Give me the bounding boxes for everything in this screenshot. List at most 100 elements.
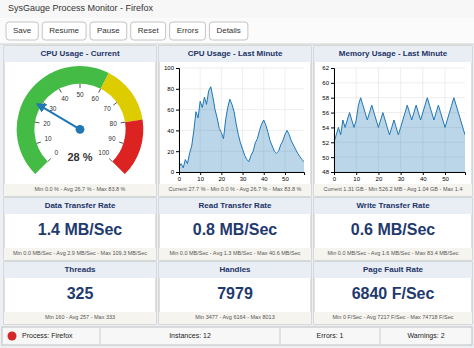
panel-stat-bar: [4, 312, 156, 324]
gauge-body: 010203040506070809010028 %: [17, 66, 144, 174]
grid-line: [334, 97, 465, 98]
panel-stat-bar: [4, 248, 156, 260]
toolbar-button-box[interactable]: [90, 22, 127, 40]
panel-title: Data Transfer Rate: [45, 201, 116, 210]
toolbar-button-label[interactable]: Details: [216, 26, 240, 35]
gauge-tick: [113, 103, 117, 106]
panel-stat-bar: [4, 184, 156, 196]
panel-background: [4, 198, 156, 260]
toolbar-button-box[interactable]: [209, 22, 247, 40]
grid-line: [179, 68, 304, 69]
gauge-band: [17, 66, 109, 174]
gauge-tick-label: 90: [108, 135, 116, 142]
y-tick-label: 48: [322, 169, 329, 175]
gauge-tick-label: 80: [110, 120, 118, 127]
gauge-tick: [121, 122, 125, 124]
y-tick: 40: [167, 128, 179, 134]
toolbar-button[interactable]: Save: [6, 22, 38, 40]
y-tick: 54: [322, 125, 334, 131]
panel: Memory Usage - Last MinuteCurrent 1.31 G…: [314, 46, 472, 348]
y-tick-label: 60: [322, 80, 329, 86]
toolbar-button-label[interactable]: Resume: [49, 26, 79, 35]
plot-area: [179, 87, 304, 172]
panel: Page Fault RateMin 0 F/Sec - Avg 7217 F/…: [314, 262, 472, 324]
x-tick-mark: [423, 172, 424, 175]
x-tick-label: 40: [420, 176, 427, 182]
toolbar-button-box[interactable]: [170, 22, 206, 40]
x-tick: 40: [420, 172, 427, 182]
gauge-needle: [37, 104, 80, 129]
panel-stat-bar: [159, 184, 311, 196]
toolbar-button[interactable]: Reset: [131, 22, 166, 40]
toolbar-button-label[interactable]: Errors: [177, 26, 199, 35]
panel: Write Transfer Rate Min 0.0 MB/Sec - Avg …: [314, 198, 472, 260]
y-tick: 52: [322, 140, 334, 146]
panel-title: Read Transfer Rate: [199, 201, 272, 210]
x-tick-mark: [285, 172, 286, 175]
x-tick-mark: [264, 172, 265, 175]
y-tick: 56: [322, 110, 334, 116]
panel-stat: Min 0.0 MB/Sec - Avg 1.6 MB/Sec - Max 83…: [327, 250, 458, 256]
toolbar-button-box[interactable]: [42, 22, 86, 40]
gauge-tick-label: 20: [43, 120, 51, 127]
x-tick: 10: [353, 172, 360, 182]
kpi-value: 325: [67, 285, 94, 302]
axis-line: [331, 69, 335, 173]
grid-line: [334, 112, 465, 113]
panel-stat-bar: [314, 184, 472, 196]
x-tick-mark: [221, 172, 222, 175]
panel-title: Threads: [64, 265, 96, 274]
y-tick-mark: [331, 157, 334, 158]
y-axis: 020406080100: [164, 65, 180, 175]
gauge-tick: [99, 89, 101, 93]
toolbar-button[interactable]: Details: [209, 22, 247, 40]
x-tick-mark: [243, 172, 244, 175]
gauge-tick-label: 60: [92, 95, 100, 102]
x-tick: 20: [376, 172, 383, 182]
toolbar-button-box[interactable]: [131, 22, 166, 40]
kpi-value: 6840 F/Sec: [352, 285, 435, 302]
panel-background: [314, 262, 472, 324]
panel-title: Write Transfer Rate: [356, 201, 430, 210]
x-tick-label: 0: [178, 176, 182, 182]
panel-background: [4, 262, 156, 324]
panel-header: [314, 198, 472, 214]
status-divider: [380, 328, 381, 344]
panel-header: [314, 46, 472, 62]
gauge-tick-label: 70: [104, 105, 112, 112]
panel-background: [159, 262, 311, 324]
y-tick: 62: [322, 65, 334, 71]
y-tick-mark: [331, 127, 334, 128]
gauge-band: [101, 73, 143, 122]
gauge: 010203040506070809010028 %: [17, 66, 144, 174]
x-tick-label: 40: [261, 176, 268, 182]
gauge-tick-label: 100: [98, 149, 109, 156]
toolbar-button-box[interactable]: [6, 22, 38, 40]
x-axis: 01020304050: [333, 172, 466, 182]
panel: Data Transfer RateMin 0.0 MB/Sec - Avg 2…: [4, 198, 156, 260]
x-tick-mark: [200, 172, 201, 175]
x-tick: 50: [282, 172, 289, 182]
y-tick: 50: [322, 155, 334, 161]
y-tick: 100: [164, 65, 179, 71]
toolbar-button-label[interactable]: Save: [13, 26, 32, 35]
panel-header: [4, 262, 156, 278]
y-tick-label: 56: [322, 110, 329, 116]
y-tick: 20: [167, 149, 179, 155]
y-axis: 4850525456586062: [322, 65, 334, 175]
plot-area: [334, 98, 465, 172]
panel-stat: Min 3477 - Avg 6164 - Max 8013: [195, 314, 274, 320]
toolbar-button[interactable]: Errors: [170, 22, 206, 40]
x-tick-mark: [356, 172, 357, 175]
toolbar-button[interactable]: Resume: [42, 22, 86, 40]
kpi-value: 0.6 MB/Sec: [351, 221, 436, 238]
x-tick-label: 50: [282, 176, 289, 182]
x-tick: 30: [240, 172, 247, 182]
gauge-tick-label: 50: [76, 91, 84, 98]
toolbar-button-label[interactable]: Reset: [138, 26, 160, 35]
toolbar-button-label[interactable]: Pause: [97, 26, 120, 35]
toolbar-button[interactable]: Pause: [90, 22, 127, 40]
gauge-tick-label: 10: [44, 135, 52, 142]
y-tick-mark: [331, 113, 334, 114]
x-tick-label: 50: [442, 176, 449, 182]
